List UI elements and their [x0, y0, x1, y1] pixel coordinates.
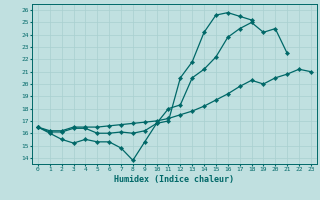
X-axis label: Humidex (Indice chaleur): Humidex (Indice chaleur) [115, 175, 234, 184]
